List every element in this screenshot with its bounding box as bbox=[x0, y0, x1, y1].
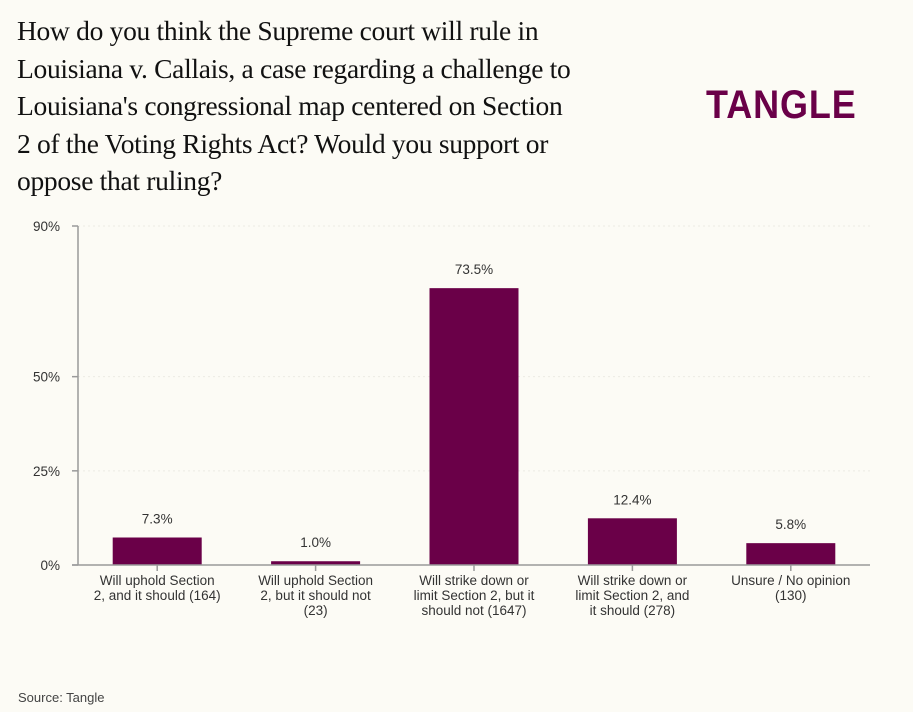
x-tick-label-line: limit Section 2, but it bbox=[414, 588, 535, 603]
bar bbox=[746, 543, 836, 565]
title-line: How do you think the Supreme court will … bbox=[17, 15, 539, 46]
x-tick-label-line: 2, but it should not bbox=[260, 588, 371, 603]
y-tick-label: 90% bbox=[33, 219, 60, 234]
x-tick-label-line: Will uphold Section bbox=[100, 573, 215, 588]
bars bbox=[112, 288, 836, 565]
x-tick-label: Will strike down or limit Section 2, and i… bbox=[575, 573, 689, 618]
data-label: 73.5% bbox=[455, 262, 493, 277]
x-tick-label-line: Will strike down or bbox=[578, 573, 688, 588]
x-tick-label: Unsure / No opinion (130) bbox=[731, 573, 850, 603]
bar bbox=[587, 518, 677, 565]
x-tick-label-line: it should (278) bbox=[590, 603, 676, 618]
title-line: Louisiana v. Callais, a case regarding a… bbox=[17, 52, 571, 84]
title-line: oppose that ruling? bbox=[17, 165, 223, 196]
x-tick-label: Will strike down or limit Section 2, but … bbox=[414, 573, 535, 618]
x-tick-label-line: Unsure / No opinion bbox=[731, 573, 850, 588]
x-tick-label: Will uphold Section 2, and it should (164… bbox=[94, 573, 221, 603]
x-tick-label-line: Will uphold Section bbox=[258, 573, 373, 588]
x-tick-label-line: (130) bbox=[775, 588, 807, 603]
x-tick-label-line: 2, and it should (164) bbox=[94, 588, 221, 603]
bar bbox=[429, 288, 519, 565]
source-note: Source: Tangle bbox=[18, 690, 105, 705]
title-line: 2 of the Voting Rights Act? Would you su… bbox=[17, 127, 549, 159]
x-tick-label-line: should not (1647) bbox=[421, 603, 526, 618]
x-tick-label-line: Will strike down or bbox=[419, 573, 529, 588]
y-tick-label: 50% bbox=[33, 370, 60, 385]
data-label: 1.0% bbox=[300, 535, 331, 550]
bar bbox=[112, 537, 202, 565]
tangle-logo: TANGLE bbox=[706, 83, 857, 127]
title-line: Louisiana's congressional map centered o… bbox=[17, 90, 563, 121]
data-label: 12.4% bbox=[613, 492, 651, 507]
data-label: 7.3% bbox=[142, 512, 173, 527]
data-label: 5.8% bbox=[775, 517, 806, 532]
x-tick-label: Will uphold Section 2, but it should not(… bbox=[258, 573, 373, 618]
x-tick-label-line: (23) bbox=[304, 603, 328, 618]
chart-title: How do you think the Supreme court will … bbox=[17, 12, 677, 200]
y-tick-labels: 0% 25% 50% 90% bbox=[33, 219, 60, 573]
x-tick-label-line: limit Section 2, and bbox=[575, 588, 689, 603]
y-tick-label: 25% bbox=[33, 464, 60, 479]
data-labels: 7.3% 1.0% 73.5% 12.4% 5.8% bbox=[142, 262, 806, 550]
y-tick-label: 0% bbox=[40, 558, 60, 573]
bar bbox=[271, 561, 361, 565]
axes bbox=[72, 225, 870, 571]
x-tick-labels: Will uphold Section 2, and it should (164… bbox=[94, 573, 851, 618]
